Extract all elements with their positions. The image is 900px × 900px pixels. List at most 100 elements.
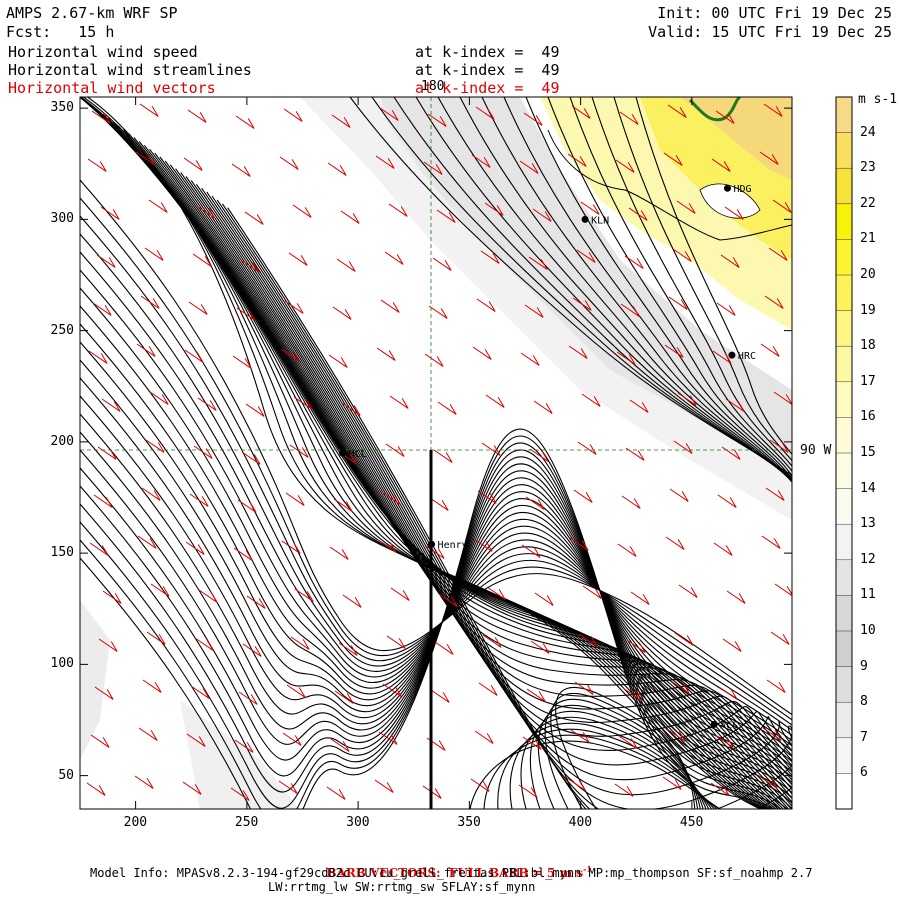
wind-barb	[280, 348, 300, 362]
streamline	[128, 133, 790, 809]
colorbar-segment	[836, 595, 852, 631]
y-tick-label: 150	[50, 545, 74, 561]
station-marker	[710, 720, 718, 728]
streamline	[80, 413, 792, 784]
wind-barb	[279, 156, 299, 170]
wind-barb	[188, 301, 208, 315]
wind-barb	[246, 595, 266, 609]
wind-barb	[326, 786, 346, 800]
colorbar-segment	[836, 346, 852, 382]
wind-barb	[187, 109, 207, 123]
wind-barb	[713, 542, 733, 556]
wind-barb	[329, 546, 349, 560]
streamline	[159, 156, 792, 791]
wind-barb	[471, 154, 491, 168]
wind-barb	[711, 158, 731, 172]
meridian-label: 180	[421, 79, 445, 94]
wind-barb	[382, 683, 402, 697]
streamline	[591, 97, 792, 468]
wind-barb	[388, 203, 408, 217]
y-tick-label: 100	[50, 656, 74, 672]
wind-barb	[245, 403, 265, 417]
wind-barb	[670, 680, 690, 694]
wind-barb	[328, 354, 348, 368]
wind-barb	[338, 642, 358, 656]
speed-shade-low-left	[80, 600, 110, 760]
wind-barb	[481, 442, 501, 456]
terrain-contour	[699, 183, 761, 219]
wind-barb	[663, 152, 683, 166]
wind-barb	[630, 591, 650, 605]
wind-barb	[533, 400, 553, 414]
wind-barb	[665, 536, 685, 550]
colorbar-unit: m s-1	[858, 92, 898, 107]
streamline	[547, 97, 792, 478]
streamline	[529, 710, 707, 809]
wind-barb	[678, 584, 698, 598]
wind-barb	[290, 636, 310, 650]
streamline	[112, 121, 782, 809]
wind-barb	[186, 733, 206, 747]
wind-barb	[438, 593, 458, 607]
wind-barb	[282, 732, 302, 746]
wind-barb	[289, 444, 309, 458]
wind-barb	[625, 447, 645, 461]
colorbar-segment	[836, 702, 852, 738]
streamline	[544, 698, 701, 809]
wind-barb	[142, 679, 162, 693]
streamline	[497, 728, 715, 809]
wind-barb	[232, 355, 252, 369]
wind-barb	[712, 350, 732, 364]
barb-note: BARB VECTORS: FULL BARB = 5 m s-1	[326, 864, 592, 880]
wind-barb	[572, 297, 592, 311]
wind-barb	[386, 635, 406, 649]
streamline	[80, 341, 792, 763]
station-marker	[339, 449, 347, 457]
wind-barb	[183, 157, 203, 171]
wind-barb	[426, 737, 446, 751]
wind-barb	[726, 590, 746, 604]
wind-barb	[281, 540, 301, 554]
colorbar-label: 7	[860, 729, 868, 745]
field-name-vectors: Horizontal wind vectors	[8, 79, 216, 97]
wind-barb	[340, 210, 360, 224]
y-tick-label: 300	[50, 211, 74, 227]
wind-barb	[374, 779, 394, 793]
wind-barb	[233, 547, 253, 561]
station-label: HRC	[738, 351, 756, 362]
wind-barb	[616, 351, 636, 365]
streamline	[138, 141, 792, 808]
wind-barb	[433, 449, 453, 463]
streamline	[206, 191, 792, 796]
streamline	[80, 197, 792, 721]
colorbar-label: 14	[860, 480, 876, 496]
wind-barb	[476, 298, 496, 312]
wind-barb	[377, 539, 397, 553]
colorbar-segment	[836, 453, 852, 489]
wind-barb	[428, 305, 448, 319]
wind-barb	[342, 594, 362, 608]
wind-barb	[90, 734, 110, 748]
wind-barb	[582, 585, 602, 599]
colorbar-label: 19	[860, 302, 876, 318]
wind-barb	[135, 151, 155, 165]
wind-barb	[283, 108, 303, 122]
wind-barb	[184, 349, 204, 363]
wind-barb	[532, 208, 552, 222]
wind-barb	[760, 343, 780, 357]
wind-barb	[149, 391, 169, 405]
y-tick-label: 200	[50, 433, 74, 449]
wind-barb	[619, 111, 639, 125]
wind-barb	[673, 440, 693, 454]
streamline	[80, 431, 792, 789]
wind-barb	[94, 686, 114, 700]
streamlines	[80, 97, 792, 809]
streamline	[201, 187, 792, 781]
y-tick-label: 250	[50, 322, 74, 338]
wind-barb	[676, 200, 696, 214]
wind-barb	[284, 300, 304, 314]
wind-barb	[376, 347, 396, 361]
streamline	[459, 97, 792, 483]
colorbar-label: 17	[860, 373, 876, 389]
model-info: Model Info: MPASv8.2.3-194-gf29cd82c CU:…	[90, 866, 813, 880]
